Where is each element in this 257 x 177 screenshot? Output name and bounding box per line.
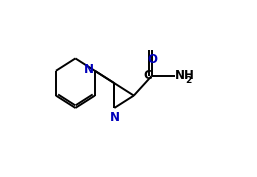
Text: N: N [84,63,94,76]
Text: 2: 2 [186,76,192,84]
Text: N: N [110,111,120,124]
Text: C: C [144,69,152,82]
Text: O: O [147,53,157,66]
Text: NH: NH [175,69,195,82]
